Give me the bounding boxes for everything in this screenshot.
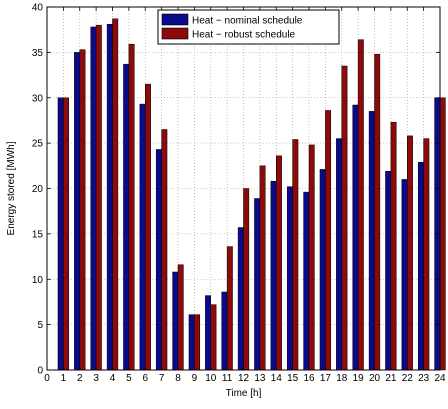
y-tick-label: 15 xyxy=(32,229,44,240)
bar-robust-7 xyxy=(161,129,168,371)
bar-nominal-7 xyxy=(155,149,162,371)
legend-label-robust: Heat − robust schedule xyxy=(192,30,296,41)
y-tick-label: 0 xyxy=(37,366,43,377)
bar-robust-12 xyxy=(243,188,250,371)
bar-nominal-4 xyxy=(106,23,113,371)
bar-nominal-20 xyxy=(368,111,375,371)
bar-nominal-10 xyxy=(205,295,212,371)
bar-nominal-5 xyxy=(123,63,130,371)
bar-robust-20 xyxy=(374,53,381,371)
bar-robust-13 xyxy=(259,165,266,371)
bar-robust-22 xyxy=(407,135,413,371)
x-tick-label: 2 xyxy=(77,373,83,384)
x-tick-label: 10 xyxy=(205,373,217,384)
x-tick-label: 8 xyxy=(175,373,181,384)
x-tick-label: 21 xyxy=(385,373,397,384)
bar-nominal-15 xyxy=(286,186,293,371)
x-tick-label: 23 xyxy=(418,373,430,384)
y-tick-label: 10 xyxy=(32,275,44,286)
axis-ticks: 0 1 2 3 4 5 6 7 8 9 10 11 12 13 14 15 16 17 18 19 20 21 22 23 24… xyxy=(32,3,446,385)
bar-robust-17 xyxy=(325,110,332,371)
bar-robust-19 xyxy=(357,39,364,371)
bar-nominal-21 xyxy=(385,171,392,371)
x-tick-label: 17 xyxy=(320,373,332,384)
legend-swatch-nominal xyxy=(161,13,189,26)
bar-nominal-19 xyxy=(352,104,359,371)
bar-robust-1 xyxy=(63,97,70,371)
bar-robust-3 xyxy=(95,24,102,371)
bar-robust-10 xyxy=(210,304,217,371)
bar-robust-24 xyxy=(439,97,446,371)
bar-robust-15 xyxy=(292,139,299,371)
y-tick-label: 20 xyxy=(32,184,44,195)
bar-nominal-18 xyxy=(336,138,343,371)
x-tick-label: 1 xyxy=(61,373,67,384)
legend: Heat − nominal schedule Heat − robust sc… xyxy=(157,9,340,45)
bar-nominal-11 xyxy=(221,291,228,371)
x-tick-label: 6 xyxy=(142,373,148,384)
x-tick-label: 5 xyxy=(126,373,132,384)
bar-robust-14 xyxy=(276,155,282,371)
bar-robust-2 xyxy=(79,49,86,371)
x-tick-label: 20 xyxy=(369,373,381,384)
x-tick-label: 19 xyxy=(353,373,365,384)
x-tick-label: 14 xyxy=(271,373,283,384)
bar-nominal-8 xyxy=(172,271,179,371)
bar-robust-21 xyxy=(390,122,397,371)
x-tick-label: 18 xyxy=(336,373,348,384)
bar-robust-16 xyxy=(308,144,315,371)
legend-swatch-robust xyxy=(161,27,189,40)
bar-nominal-9 xyxy=(188,314,195,371)
x-tick-label: 15 xyxy=(287,373,299,384)
x-axis-label: Time [h] xyxy=(226,388,262,399)
x-tick-label: 16 xyxy=(303,373,315,384)
bar-robust-11 xyxy=(226,246,233,371)
bar-robust-23 xyxy=(423,138,430,371)
bar-robust-8 xyxy=(177,264,184,371)
bar-nominal-16 xyxy=(303,191,310,371)
bar-nominal-22 xyxy=(401,179,408,371)
bar-nominal-12 xyxy=(237,227,244,371)
y-axis-label: Energy stored [MWh] xyxy=(6,141,17,235)
bar-nominal-2 xyxy=(74,52,81,371)
y-tick-label: 30 xyxy=(32,93,44,104)
x-tick-label: 4 xyxy=(110,373,116,384)
x-tick-label: 12 xyxy=(238,373,250,384)
bar-robust-5 xyxy=(128,43,135,371)
legend-label-nominal: Heat − nominal schedule xyxy=(192,16,303,27)
bar-nominal-3 xyxy=(90,26,97,371)
y-tick-label: 25 xyxy=(32,139,44,150)
bar-nominal-1 xyxy=(57,97,64,371)
bar-robust-6 xyxy=(145,83,151,371)
bar-nominal-6 xyxy=(139,103,146,371)
bar-robust-18 xyxy=(341,65,348,371)
bar-robust-4 xyxy=(112,18,119,371)
y-tick-label: 5 xyxy=(37,320,43,331)
x-tick-label: 11 xyxy=(222,373,233,384)
x-tick-label: 9 xyxy=(192,373,198,384)
x-tick-label: 7 xyxy=(159,373,165,384)
x-tick-label: 3 xyxy=(93,373,99,384)
bar-nominal-14 xyxy=(270,180,277,371)
y-tick-label: 35 xyxy=(32,48,44,59)
x-tick-label: 13 xyxy=(254,373,266,384)
bar-nominal-23 xyxy=(417,161,424,371)
bar-nominal-17 xyxy=(319,169,326,371)
y-tick-label: 40 xyxy=(32,3,44,14)
x-tick-label: 24 xyxy=(434,373,446,384)
x-tick-label: 0 xyxy=(44,373,50,384)
x-tick-label: 22 xyxy=(402,373,414,384)
bar-nominal-13 xyxy=(254,198,261,371)
bar-robust-9 xyxy=(194,314,201,371)
